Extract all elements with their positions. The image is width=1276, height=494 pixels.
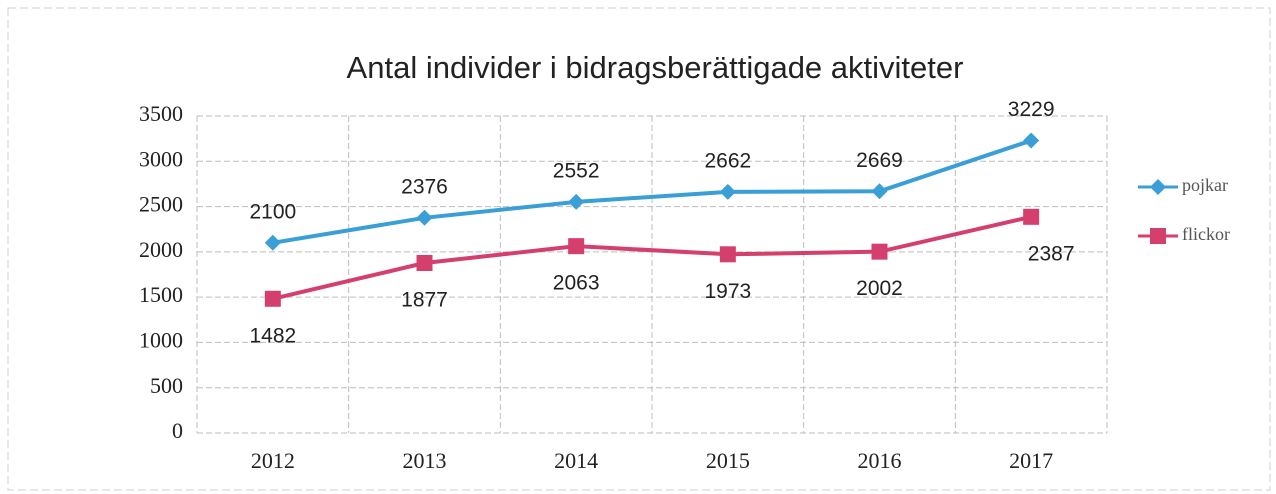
chart-title: Antal individer i bidragsberättigade akt… [347,50,964,85]
y-tick-label: 1000 [139,327,183,352]
legend-label: pojkar [1182,175,1228,195]
data-point [568,193,585,210]
data-point [1023,132,1040,149]
data-label: 1877 [401,289,448,312]
data-point [264,290,281,307]
y-tick-label: 3000 [139,146,183,171]
series-line [272,138,1032,245]
data-point [1023,208,1040,225]
data-point [416,254,433,271]
data-point [264,234,281,251]
y-tick-label: 2000 [139,237,183,262]
x-tick-label: 2017 [1009,448,1053,473]
x-tick-label: 2016 [858,448,902,473]
data-point [719,246,736,263]
data-label: 2669 [856,149,903,172]
data-label: 2387 [1028,242,1075,265]
data-point [871,243,888,260]
legend-marker [1150,228,1166,244]
data-point [871,183,888,200]
y-tick-label: 0 [172,418,183,443]
data-label: 2376 [401,175,448,198]
x-tick-label: 2015 [706,448,750,473]
data-label: 3229 [1008,98,1055,121]
data-label: 1973 [704,280,751,303]
x-tick-label: 2013 [403,448,447,473]
y-tick-label: 3500 [139,101,183,126]
series-line [272,214,1032,301]
y-tick-label: 1500 [139,282,183,307]
data-label: 2063 [553,272,600,295]
chart-frame [7,7,1271,491]
data-label: 2002 [856,277,903,300]
data-label: 2552 [553,159,600,182]
data-point [719,183,736,200]
y-tick-label: 500 [150,373,183,398]
x-tick-label: 2012 [251,448,295,473]
y-tick-label: 2500 [139,192,183,217]
legend-label: flickor [1182,224,1230,244]
x-tick-label: 2014 [554,448,598,473]
data-label: 1482 [249,324,296,347]
data-point [416,209,433,226]
legend-marker [1150,179,1166,195]
data-point [568,238,585,255]
data-label: 2100 [249,200,296,223]
data-label: 2662 [704,149,751,172]
